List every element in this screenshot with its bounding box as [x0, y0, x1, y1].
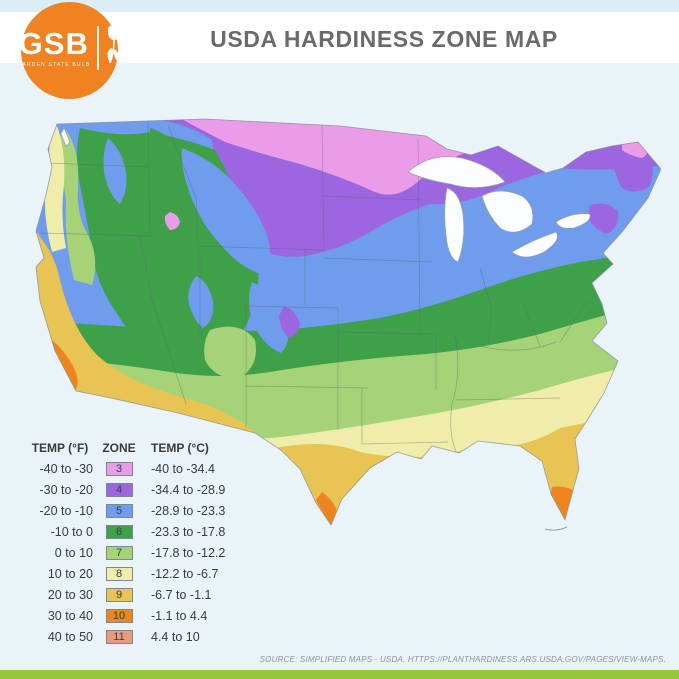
temp-c-range: -12.2 to -6.7 — [151, 566, 219, 581]
zone-swatch: 3 — [105, 461, 133, 476]
temp-f-range: 20 to 30 — [47, 587, 93, 602]
top-strip — [0, 0, 679, 12]
legend-col-temp-c: TEMP (°C) — [151, 441, 209, 455]
legend-row-zone-4: -30 to -20 4 -34.4 to -28.9 — [27, 479, 249, 500]
zone-7-west-regions — [58, 130, 256, 379]
temp-f-range: 40 to 50 — [47, 629, 93, 644]
lake-michigan — [444, 187, 465, 263]
lake-ontario — [555, 213, 591, 229]
puget-sound — [60, 127, 71, 147]
legend-row-zone-11: 40 to 50 11 4.4 to 10 — [27, 626, 249, 647]
temp-f-range: -20 to -10 — [39, 503, 93, 518]
zone-swatch: 7 — [105, 545, 133, 560]
temp-c-range: -28.9 to -23.3 — [151, 503, 226, 518]
tulip-icon — [107, 25, 120, 63]
lake-erie — [511, 231, 558, 258]
legend-row-zone-8: 10 to 20 8 -12.2 to -6.7 — [27, 563, 249, 584]
legend-row-zone-7: 0 to 10 7 -17.8 to -12.2 — [27, 542, 249, 563]
legend-row-zone-5: -20 to -10 5 -28.9 to -23.3 — [27, 500, 249, 521]
temp-f-range: -30 to -20 — [39, 482, 93, 497]
florida-keys — [544, 526, 568, 531]
temp-c-range: 4.4 to 10 — [151, 629, 200, 644]
legend-row-zone-9: 20 to 30 9 -6.7 to -1.1 — [27, 584, 249, 605]
temp-c-range: -23.3 to -17.8 — [151, 524, 226, 539]
zone-4-extra-regions — [279, 148, 653, 338]
legend-row-zone-10: 30 to 40 10 -1.1 to 4.4 — [27, 605, 249, 626]
zone-9-california-coast-region — [36, 232, 84, 388]
lake-superior — [407, 156, 506, 188]
logo-text-block: GSB GARDEN STATE BULB — [17, 28, 90, 68]
legend-col-temp-f: TEMP (°F) — [31, 441, 89, 455]
temp-f-range: 10 to 20 — [47, 566, 93, 581]
temp-f-range: -10 to 0 — [50, 524, 93, 539]
zone-swatch: 6 — [105, 524, 133, 539]
bottom-accent-bar — [0, 670, 679, 679]
legend-row-zone-6: -10 to 0 6 -23.3 to -17.8 — [27, 521, 249, 542]
zone-3-band-region — [180, 119, 472, 195]
logo-inner: GSB GARDEN STATE BULB — [17, 25, 122, 71]
temp-c-range: -34.4 to -28.9 — [151, 482, 226, 497]
zone-swatch: 4 — [105, 482, 133, 497]
page-title: USDA HARDINESS ZONE MAP — [210, 26, 558, 52]
zone-swatch: 8 — [105, 566, 133, 581]
temp-c-range: -17.8 to -12.2 — [151, 545, 226, 560]
temp-f-range: -40 to -30 — [39, 461, 93, 476]
great-lakes — [60, 127, 591, 263]
zone-swatch: 9 — [105, 587, 133, 602]
temp-c-range: -1.1 to 4.4 — [151, 608, 208, 623]
lake-huron — [481, 190, 534, 233]
temp-c-range: -40 to -34.4 — [151, 461, 215, 476]
logo-acronym: GSB — [18, 25, 89, 61]
temp-f-range: 30 to 40 — [47, 608, 93, 623]
temp-c-range: -6.7 to -1.1 — [151, 587, 212, 602]
temp-f-range: 0 to 10 — [54, 545, 93, 560]
legend-col-zone: ZONE — [102, 441, 136, 455]
zone-swatch: 10 — [105, 608, 133, 623]
state-borders — [39, 121, 589, 453]
legend-header: TEMP (°F) ZONE TEMP (°C) — [27, 441, 249, 455]
legend: TEMP (°F) ZONE TEMP (°C) -40 to -30 3 -4… — [27, 441, 249, 647]
source-attribution: SOURCE: SIMPLIFIED MAPS - USDA. HTTPS://… — [259, 655, 666, 664]
zone-swatch: 5 — [105, 503, 133, 518]
zone-5-west-region — [103, 138, 289, 353]
zone-swatch: 11 — [105, 629, 133, 644]
us-outline — [35, 118, 662, 526]
logo-divider — [97, 25, 99, 70]
legend-row-zone-3: -40 to -30 3 -40 to -34.4 — [27, 458, 249, 479]
logo-subtext: GARDEN STATE BULB — [17, 61, 91, 68]
gsb-logo: GSB GARDEN STATE BULB — [17, 2, 120, 99]
